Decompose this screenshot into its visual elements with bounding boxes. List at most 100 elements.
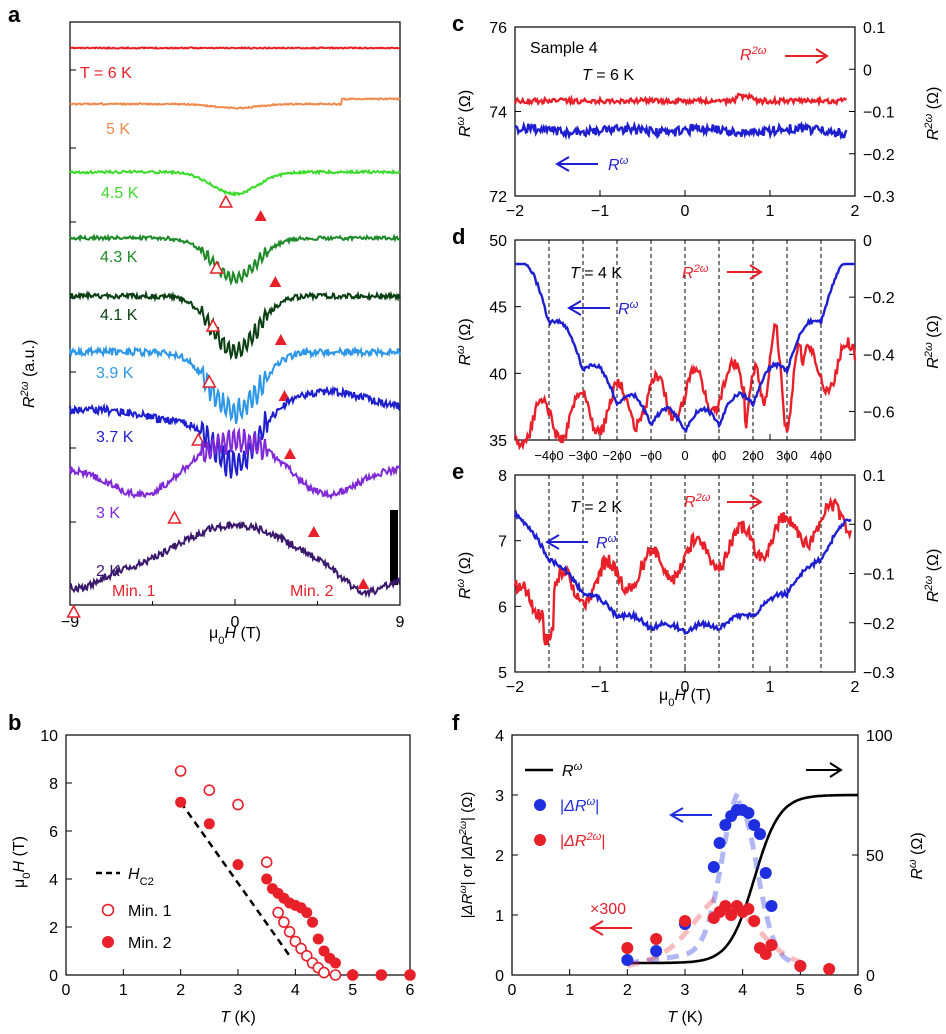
- min2-marker: [274, 334, 287, 345]
- x-tick-label: −1: [591, 679, 609, 696]
- plot-frame: [65, 734, 411, 976]
- x-tick-label: 0: [681, 203, 690, 220]
- x-tick-label: 3: [234, 982, 243, 999]
- x-tick-label: 2: [851, 679, 860, 696]
- flux-label: 2ϕ0: [742, 448, 764, 463]
- x-tick-label: 9: [396, 614, 405, 631]
- y-tick-label-left: 8: [498, 468, 507, 485]
- trace-label: 3.9 K: [96, 365, 134, 382]
- x-tick-label: 0: [62, 982, 71, 999]
- y-tick-label-left: 74: [489, 105, 507, 122]
- x-tick-label: 5: [796, 982, 805, 999]
- y-axis-label-left: Rω (Ω): [455, 90, 474, 137]
- arrow-left-icon: [669, 807, 712, 823]
- min2-marker: [269, 276, 282, 287]
- x-axis-label: T (K): [667, 1009, 703, 1026]
- legend-delta-r2w-label: |ΔR2ω|: [560, 831, 606, 850]
- annotation-temperature: T = 4 K: [570, 265, 622, 282]
- min2-point: [404, 969, 416, 981]
- min1-point: [260, 856, 273, 869]
- y-tick-label: 2: [49, 920, 58, 937]
- trace-line: [69, 233, 401, 287]
- min2-point: [261, 873, 273, 885]
- delta-r2w-point: [748, 915, 761, 927]
- min2-marker: [254, 210, 267, 221]
- annotation-rw: Rω: [608, 155, 629, 174]
- y-axis-label: R2ω (a.u.): [19, 340, 38, 408]
- y-tick-label: 0: [49, 968, 58, 985]
- flux-label: −2ϕ0: [602, 448, 631, 463]
- annotation-temperature: T = 6 K: [582, 67, 634, 84]
- y-tick-label: 8: [49, 776, 58, 793]
- y-axis-label: μ0H (T): [11, 836, 33, 888]
- min1-point: [278, 916, 290, 929]
- flux-label: −4ϕ0: [534, 448, 563, 463]
- min2-point: [307, 916, 319, 928]
- y-axis-label-left: |ΔRω| or |ΔR2ω| (Ω): [457, 792, 476, 919]
- x-tick-label: −2: [506, 203, 524, 220]
- panel-c: −2 −1 0 1 2 72 74 76 −0.3 −0.2 −0.1 0 0.1 c Rω (Ω) R2ω …: [452, 11, 942, 220]
- delta-r2w-point: [794, 960, 807, 972]
- y-tick-label-left: 72: [489, 189, 507, 206]
- y-axis-label-right: R2ω (Ω): [923, 549, 942, 603]
- r2w-trace: [513, 322, 857, 451]
- trace-label: T = 6 K: [80, 65, 132, 82]
- min2-point: [375, 969, 387, 981]
- panel-a: −9 0 9 a R2ω (a.u.) μ0H (T) T = 6 K 5 K 4.5 K 4.3…: [8, 2, 405, 647]
- arrow-left-icon: [567, 300, 610, 316]
- delta-rw-point: [713, 837, 726, 849]
- min2-point: [301, 907, 313, 919]
- min2-marker: [357, 578, 370, 589]
- delta-rw-point: [650, 945, 663, 957]
- x-tick-label: 2: [851, 203, 860, 220]
- min1-marker: [205, 318, 221, 332]
- x-tick-label: 0: [231, 614, 240, 631]
- y-axis-label-left: Rω (Ω): [455, 318, 474, 365]
- annotation-sample: Sample 4: [530, 40, 598, 57]
- x-tick-label: 1: [766, 679, 775, 696]
- x-tick-label: 5: [348, 982, 357, 999]
- y-tick-label-left: 40: [489, 366, 507, 383]
- y-tick-label-right: −0.6: [863, 404, 895, 421]
- annotation-rw: Rω: [596, 533, 617, 552]
- trace-label: 4.1 K: [100, 307, 138, 324]
- flux-label: 3ϕ0: [776, 448, 798, 463]
- panel-label: c: [452, 11, 464, 36]
- y-tick-label-right: −0.3: [863, 189, 895, 206]
- y-tick-label-left: 50: [489, 233, 507, 250]
- min2-marker: [307, 526, 320, 537]
- r2w-trace: [513, 91, 848, 108]
- x-tick-label: −1: [591, 203, 609, 220]
- min1-point: [283, 925, 296, 938]
- y-tick-label-left: 35: [489, 433, 507, 450]
- delta-r2w-point: [823, 963, 836, 975]
- delta-rw-point: [765, 900, 778, 912]
- trace-line: [69, 168, 401, 197]
- min1-point: [272, 906, 284, 919]
- rw-trace: [514, 120, 848, 141]
- y-tick-label-right: 0: [863, 62, 872, 79]
- scale-bar: [390, 510, 398, 585]
- delta-r2w-point: [765, 939, 778, 951]
- flux-label: ϕ0: [712, 448, 727, 463]
- flux-label: −3ϕ0: [568, 448, 597, 463]
- hc2-line: [179, 801, 291, 957]
- y-tick-label-right: −0.3: [863, 665, 895, 682]
- y-tick-label-left: 45: [489, 300, 507, 317]
- x-tick-label: 6: [854, 982, 863, 999]
- legend-delta-rw-label: |ΔRω|: [560, 796, 599, 815]
- trace-label: 3.7 K: [96, 429, 134, 446]
- panel-label: e: [452, 459, 464, 484]
- panel-label-b: b: [8, 710, 21, 735]
- min1-point: [329, 969, 342, 981]
- delta-r2w-point: [679, 915, 691, 927]
- panel-b: 0 1 2 3 4 5 6 0 2 4 6 8 10 b μ0H (T) T (K) HC2 Min. 1 Min.…: [8, 710, 416, 1026]
- arrow-right-icon: [727, 494, 763, 510]
- min1-point: [318, 966, 330, 979]
- delta-rw-point: [707, 861, 720, 873]
- y-tick-label: 6: [49, 824, 58, 841]
- y-axis-label-right: R2ω (Ω): [923, 87, 942, 141]
- delta-r2w-point: [742, 903, 755, 915]
- y-axis-label-left: Rω (Ω): [455, 552, 474, 599]
